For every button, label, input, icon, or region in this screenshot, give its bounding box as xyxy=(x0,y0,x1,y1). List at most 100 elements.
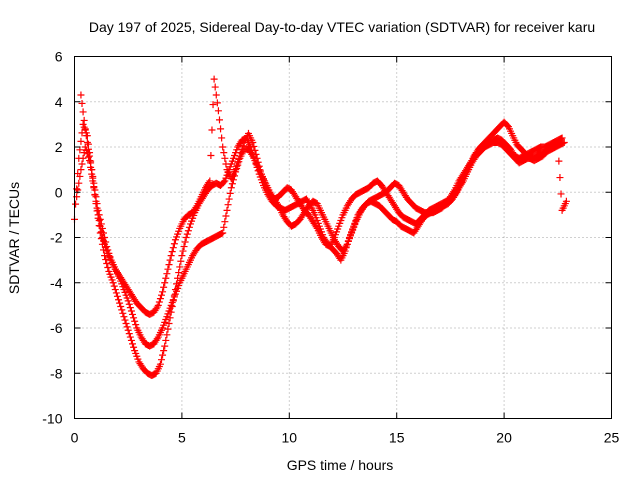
y-tick-label: 6 xyxy=(55,49,63,65)
data-point xyxy=(162,274,170,282)
data-point xyxy=(320,237,328,245)
data-point xyxy=(78,160,86,168)
y-tick-label: 4 xyxy=(55,94,63,110)
y-tick-label: -10 xyxy=(42,411,62,427)
data-point xyxy=(401,192,409,200)
data-point xyxy=(82,146,90,154)
data-point xyxy=(217,125,225,133)
data-point xyxy=(211,83,219,91)
data-point xyxy=(228,157,236,165)
data-point xyxy=(91,191,99,199)
data-point xyxy=(268,192,276,200)
data-point xyxy=(166,314,174,322)
data-point xyxy=(342,242,350,250)
data-point xyxy=(325,224,333,232)
data-point xyxy=(83,150,91,158)
data-point xyxy=(188,254,196,262)
data-point xyxy=(219,179,227,187)
data-point xyxy=(220,223,228,231)
data-point xyxy=(170,240,178,248)
data-point xyxy=(152,336,160,344)
data-point xyxy=(559,139,567,147)
data-point xyxy=(98,234,106,241)
data-point xyxy=(117,303,125,311)
data-point xyxy=(215,116,223,124)
data-point xyxy=(311,221,319,229)
data-point xyxy=(204,180,212,188)
data-point xyxy=(406,197,414,205)
data-point xyxy=(153,335,161,343)
data-point xyxy=(281,214,289,222)
data-point xyxy=(232,168,240,176)
data-point xyxy=(290,189,298,197)
data-point xyxy=(248,136,256,144)
data-point xyxy=(152,305,160,313)
data-point xyxy=(208,126,216,134)
data-point xyxy=(86,157,94,165)
data-point xyxy=(108,276,116,284)
data-point xyxy=(127,307,135,315)
data-point xyxy=(123,294,131,302)
data-point xyxy=(440,202,448,210)
data-point xyxy=(99,237,107,245)
data-point xyxy=(181,238,189,246)
data-point xyxy=(124,326,132,334)
data-point xyxy=(393,205,401,213)
data-point xyxy=(351,220,359,228)
data-point xyxy=(500,143,508,151)
data-point xyxy=(191,205,199,213)
y-tick-label: -8 xyxy=(50,365,63,381)
data-point xyxy=(333,239,341,247)
data-point xyxy=(191,248,199,256)
data-point xyxy=(161,342,169,350)
data-point xyxy=(221,154,229,162)
data-point xyxy=(96,222,104,230)
data-point xyxy=(376,179,384,187)
data-point xyxy=(81,143,89,151)
data-point xyxy=(278,209,286,217)
data-point xyxy=(130,343,138,351)
data-point xyxy=(338,214,346,222)
data-point xyxy=(163,331,171,339)
data-point xyxy=(110,263,118,271)
data-point xyxy=(164,265,172,273)
data-point xyxy=(221,218,229,226)
data-point xyxy=(345,198,353,206)
y-tick-label: -4 xyxy=(50,275,63,291)
data-point xyxy=(163,270,171,278)
data-point xyxy=(72,200,80,208)
series-track-c xyxy=(73,138,570,350)
data-point xyxy=(89,177,97,185)
data-point xyxy=(127,336,135,344)
data-point xyxy=(134,355,142,363)
data-point xyxy=(231,172,239,180)
data-point xyxy=(118,306,126,314)
data-point xyxy=(101,240,109,248)
data-point xyxy=(125,300,133,308)
data-point xyxy=(113,292,121,300)
data-point xyxy=(298,212,306,220)
data-point xyxy=(261,177,269,185)
data-point xyxy=(97,228,105,236)
data-point xyxy=(177,257,185,265)
data-point xyxy=(334,225,342,233)
data-point xyxy=(234,161,242,169)
data-point xyxy=(155,298,163,306)
data-point xyxy=(126,304,134,312)
data-point xyxy=(218,230,226,238)
data-point xyxy=(225,195,233,203)
data-point xyxy=(123,323,131,331)
data-point xyxy=(355,211,363,219)
data-point xyxy=(84,153,92,161)
data-point xyxy=(223,206,231,214)
data-point xyxy=(166,304,174,312)
data-point xyxy=(116,299,124,307)
data-point xyxy=(450,188,458,196)
data-point xyxy=(233,164,241,172)
data-point xyxy=(250,142,258,150)
data-point xyxy=(192,204,200,212)
data-point xyxy=(212,91,220,99)
data-point xyxy=(119,283,127,291)
data-point xyxy=(78,99,86,107)
data-point xyxy=(515,143,523,151)
